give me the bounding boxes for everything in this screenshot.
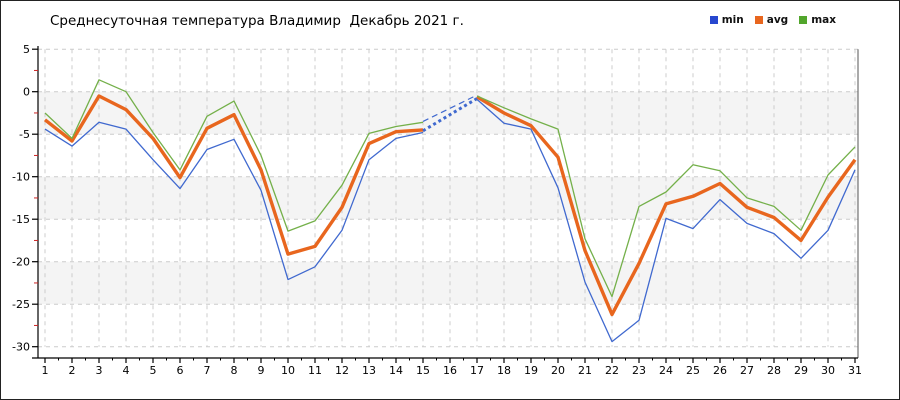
x-tick-label: 14 bbox=[389, 364, 403, 377]
avg-line-segment bbox=[476, 95, 857, 317]
legend: min avg max bbox=[709, 14, 836, 26]
x-tick-label: 7 bbox=[204, 364, 211, 377]
x-tick-label: 31 bbox=[848, 364, 862, 377]
avg-line bbox=[43, 94, 857, 317]
chart-title: Среднесуточная температура Владимир Дека… bbox=[50, 13, 464, 29]
legend-item-avg: avg bbox=[754, 14, 789, 26]
y-axis-minor-ticks bbox=[34, 69, 38, 326]
y-gridlines bbox=[38, 48, 858, 348]
x-gridlines bbox=[44, 49, 856, 347]
legend-swatch-avg bbox=[754, 16, 763, 24]
y-tick-label: 0 bbox=[23, 86, 30, 99]
plot-band bbox=[38, 91, 858, 135]
max-line-segment bbox=[476, 95, 856, 298]
max-line bbox=[44, 79, 856, 298]
x-tick-label: 23 bbox=[632, 364, 646, 377]
x-tick-label: 17 bbox=[470, 364, 484, 377]
x-tick-label: 6 bbox=[177, 364, 184, 377]
y-axis-ticks: 5 0 -5 -10 -15 -20 -25 -30 bbox=[12, 43, 38, 354]
legend-label: max bbox=[811, 14, 836, 26]
y-tick-label: -20 bbox=[12, 256, 30, 269]
min-line bbox=[44, 98, 856, 343]
x-tick-label: 29 bbox=[794, 364, 808, 377]
x-tick-label: 15 bbox=[416, 364, 430, 377]
x-tick-label: 21 bbox=[578, 364, 592, 377]
x-tick-label: 18 bbox=[497, 364, 511, 377]
plot-band bbox=[38, 261, 858, 305]
x-tick-label: 1 bbox=[42, 364, 49, 377]
y-tick-label: -5 bbox=[19, 128, 30, 141]
y-tick-label: 5 bbox=[23, 43, 30, 56]
gap-dashed-segment bbox=[422, 97, 478, 133]
x-tick-label: 2 bbox=[69, 364, 76, 377]
x-tick-label: 30 bbox=[821, 364, 835, 377]
gap-dashed-segment bbox=[422, 94, 478, 122]
x-tick-label: 25 bbox=[686, 364, 700, 377]
x-tick-label: 24 bbox=[659, 364, 673, 377]
legend-item-min: min bbox=[709, 14, 744, 26]
x-tick-label: 3 bbox=[96, 364, 103, 377]
x-tick-label: 19 bbox=[524, 364, 538, 377]
y-tick-label: -25 bbox=[12, 298, 30, 311]
x-tick-label: 20 bbox=[551, 364, 565, 377]
legend-item-max: max bbox=[799, 14, 836, 26]
legend-label: min bbox=[721, 14, 744, 26]
legend-swatch-max bbox=[799, 16, 808, 24]
min-line-segment bbox=[44, 121, 424, 281]
legend-swatch-min bbox=[709, 16, 718, 24]
x-axis-ticks: 1 2 3 4 5 6 7 8 9 10 11 12 13 14 15 16 17 18 19 20 21 22 23 24 2… bbox=[42, 358, 862, 377]
x-tick-label: 4 bbox=[123, 364, 130, 377]
x-tick-label: 16 bbox=[443, 364, 457, 377]
max-line-segment bbox=[44, 79, 424, 232]
x-tick-label: 12 bbox=[335, 364, 349, 377]
y-tick-label: -30 bbox=[12, 341, 30, 354]
legend-label: avg bbox=[766, 14, 789, 26]
x-tick-label: 28 bbox=[767, 364, 781, 377]
y-tick-label: -15 bbox=[12, 213, 30, 226]
y-tick-label: -10 bbox=[12, 171, 30, 184]
x-tick-label: 13 bbox=[362, 364, 376, 377]
x-tick-label: 10 bbox=[281, 364, 295, 377]
x-tick-label: 11 bbox=[308, 364, 322, 377]
x-tick-label: 27 bbox=[740, 364, 754, 377]
avg-line-segment bbox=[43, 94, 424, 256]
x-tick-label: 26 bbox=[713, 364, 727, 377]
x-tick-label: 5 bbox=[150, 364, 157, 377]
x-tick-label: 22 bbox=[605, 364, 619, 377]
x-tick-label: 9 bbox=[258, 364, 265, 377]
x-tick-label: 8 bbox=[231, 364, 238, 377]
min-line-segment bbox=[476, 98, 856, 343]
